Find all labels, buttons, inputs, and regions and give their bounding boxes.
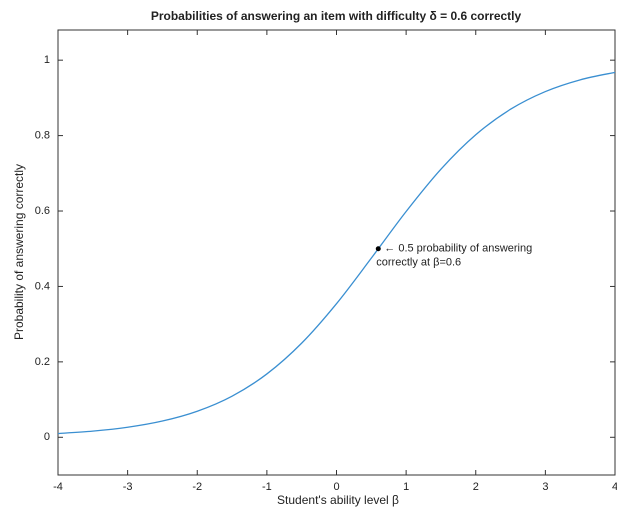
y-tick-label: 0.8 — [35, 129, 50, 141]
y-tick-label: 1 — [44, 54, 50, 66]
annotation-text: ← 0.5 probability of answering — [384, 243, 532, 255]
x-tick-label: -3 — [123, 481, 133, 493]
x-tick-label: 0 — [333, 481, 339, 493]
x-tick-label: 2 — [473, 481, 479, 493]
y-tick-label: 0.2 — [35, 356, 50, 368]
y-tick-label: 0 — [44, 431, 50, 443]
x-tick-label: -2 — [192, 481, 202, 493]
chart-title: Probabilities of answering an item with … — [151, 9, 522, 23]
y-axis-label: Probability of answering correctly — [12, 164, 26, 340]
y-tick-label: 0.4 — [35, 280, 50, 292]
annotation-point — [375, 246, 381, 252]
x-axis-label: Student's ability level β — [277, 493, 399, 507]
x-tick-label: 1 — [403, 481, 409, 493]
curve — [57, 71, 616, 435]
x-tick-label: -1 — [262, 481, 272, 493]
x-tick-label: 3 — [542, 481, 548, 493]
y-tick-label: 0.6 — [35, 205, 50, 217]
x-tick-label: -4 — [53, 481, 63, 493]
x-tick-label: 4 — [612, 481, 617, 493]
annotation-text: correctly at β=0.6 — [376, 257, 461, 269]
